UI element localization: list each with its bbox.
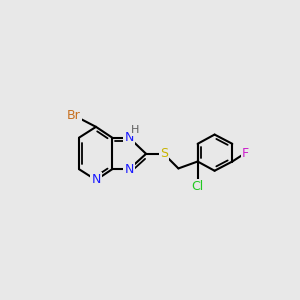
Text: S: S [160, 147, 168, 160]
Text: H: H [131, 125, 140, 135]
Text: F: F [242, 146, 249, 160]
Text: N: N [124, 131, 134, 144]
Text: N: N [124, 163, 134, 176]
Text: N: N [91, 173, 101, 187]
Text: Cl: Cl [191, 180, 204, 194]
Text: Br: Br [67, 109, 80, 122]
